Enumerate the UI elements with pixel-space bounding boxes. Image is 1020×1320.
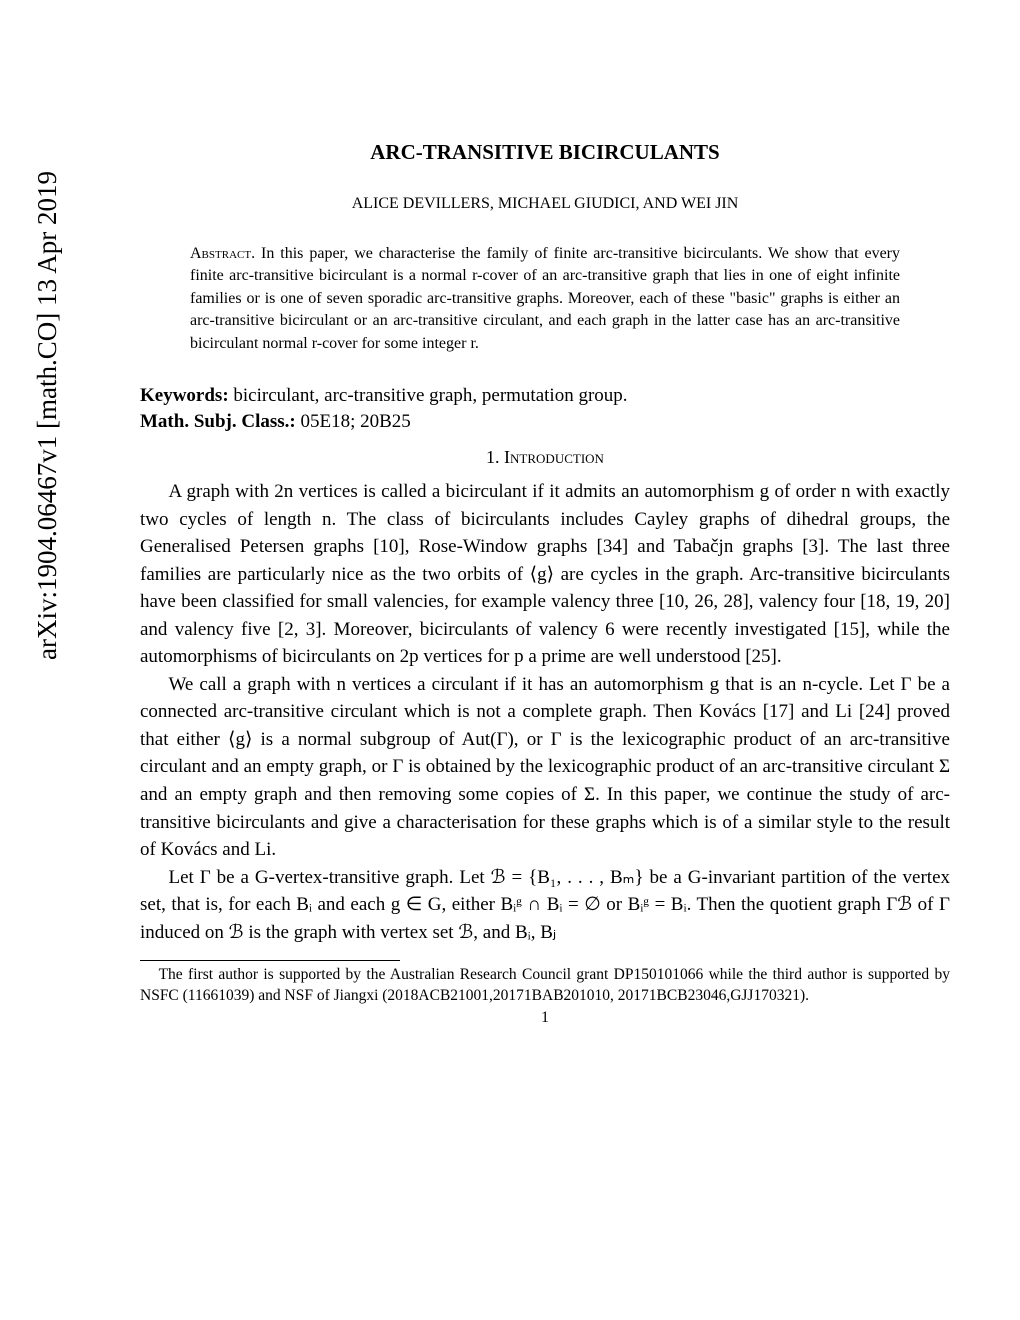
- msc-label: Math. Subj. Class.:: [140, 411, 296, 432]
- page-number: 1: [140, 1009, 950, 1027]
- paragraph-3: Let Γ be a G-vertex-transitive graph. Le…: [140, 864, 950, 947]
- keywords-label: Keywords:: [140, 385, 229, 406]
- arxiv-identifier: arXiv:1904.06467v1 [math.CO] 13 Apr 2019: [32, 171, 63, 660]
- body-text: A graph with 2n vertices is called a bic…: [140, 478, 950, 946]
- section-heading: 1. Introduction: [140, 447, 950, 468]
- keywords-text: bicirculant, arc-transitive graph, permu…: [229, 385, 628, 406]
- msc-line: Math. Subj. Class.: 05E18; 20B25: [140, 411, 950, 433]
- abstract-block: Abstract. In this paper, we characterise…: [190, 243, 900, 355]
- msc-text: 05E18; 20B25: [296, 411, 411, 432]
- section-title-text: Introduction: [504, 447, 604, 467]
- paper-title: ARC-TRANSITIVE BICIRCULANTS: [140, 140, 950, 165]
- abstract-text: In this paper, we characterise the famil…: [190, 245, 900, 352]
- footnote-text: The first author is supported by the Aus…: [140, 965, 950, 1007]
- paragraph-2: We call a graph with n vertices a circul…: [140, 671, 950, 864]
- section-number: 1.: [486, 447, 500, 467]
- paragraph-1: A graph with 2n vertices is called a bic…: [140, 478, 950, 671]
- abstract-label: Abstract.: [190, 245, 255, 262]
- page-content: ARC-TRANSITIVE BICIRCULANTS ALICE DEVILL…: [140, 140, 950, 1027]
- keywords-line: Keywords: bicirculant, arc-transitive gr…: [140, 385, 950, 407]
- paper-authors: ALICE DEVILLERS, MICHAEL GIUDICI, AND WE…: [140, 195, 950, 213]
- footnote-separator: [140, 960, 400, 961]
